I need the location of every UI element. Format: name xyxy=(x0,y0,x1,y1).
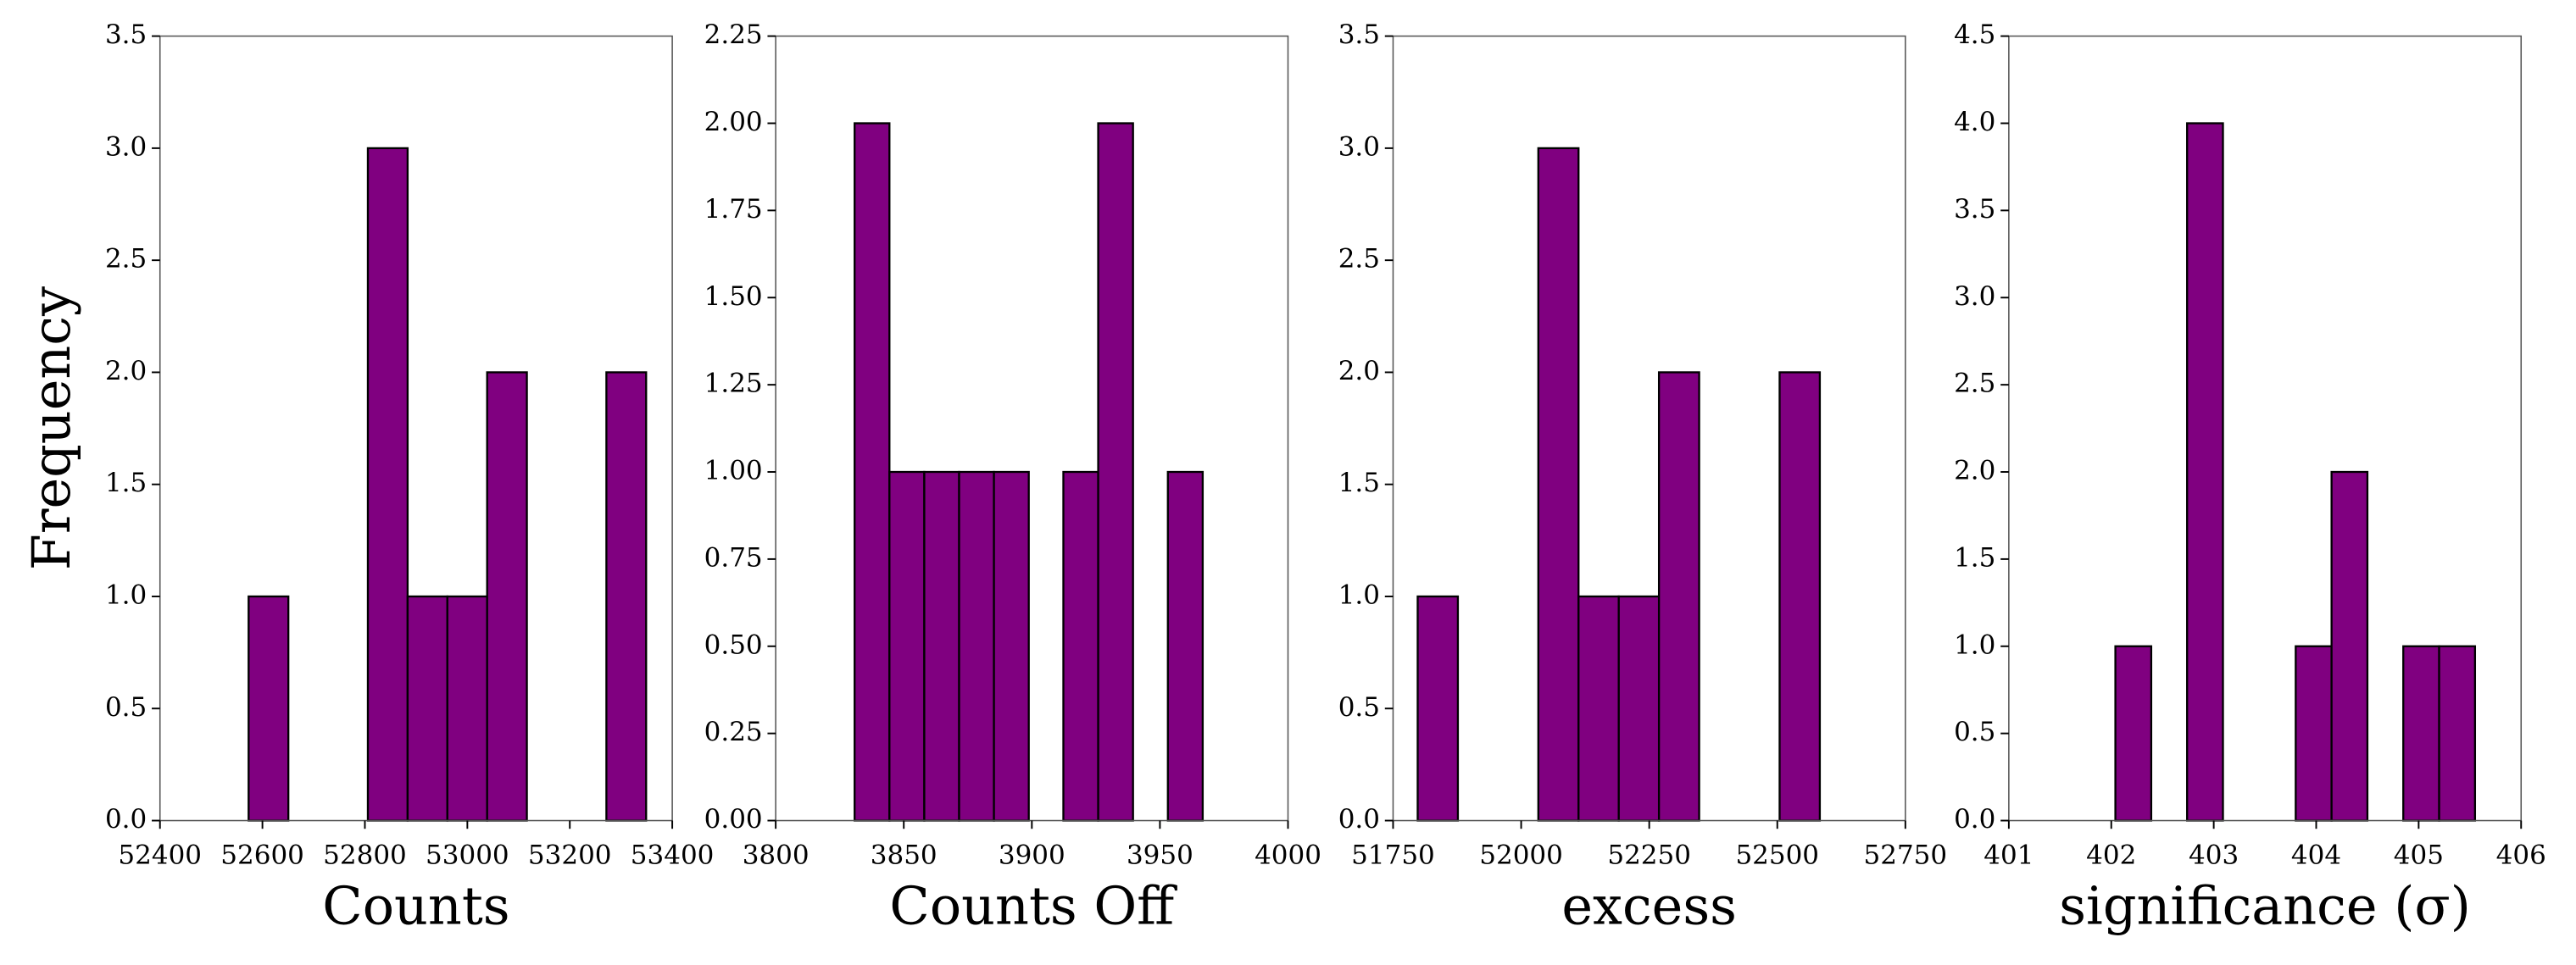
y-tick-label: 0.75 xyxy=(704,542,763,573)
bar xyxy=(1416,595,1460,822)
x-tick-label: 3950 xyxy=(1127,840,1193,871)
y-tick-label: 2.5 xyxy=(1954,369,1995,399)
y-tick-label: 0.50 xyxy=(704,629,763,660)
y-tick-label: 1.50 xyxy=(704,281,763,312)
x-tick-label: 406 xyxy=(2496,840,2546,871)
y-tick-label: 3.0 xyxy=(105,131,147,162)
y-tick-label: 1.5 xyxy=(1954,542,1995,573)
bar xyxy=(888,470,926,822)
y-tick-label: 1.0 xyxy=(105,580,147,610)
x-tick-label: 53200 xyxy=(528,840,612,871)
y-tick-label: 1.00 xyxy=(704,456,763,486)
y-tick-label: 0.0 xyxy=(1338,804,1380,835)
bar xyxy=(446,595,488,822)
y-tick-label: 2.5 xyxy=(105,244,147,275)
y-tick-label: 1.0 xyxy=(1954,629,1995,660)
axes-frame xyxy=(2008,35,2523,822)
y-tick-label: 2.0 xyxy=(1338,356,1380,386)
bar xyxy=(2402,645,2440,822)
y-tick-label: 1.5 xyxy=(105,468,147,498)
y-tick-label: 3.0 xyxy=(1338,131,1380,162)
bar xyxy=(2330,470,2369,822)
bar xyxy=(1778,371,1822,822)
x-tick-label: 3850 xyxy=(871,840,937,871)
bar xyxy=(1657,371,1700,822)
x-axis-label: significance (σ) xyxy=(2059,875,2471,937)
x-tick-label: 52000 xyxy=(1479,840,1563,871)
x-tick-label: 405 xyxy=(2394,840,2444,871)
bar xyxy=(486,371,528,822)
x-tick-label: 52800 xyxy=(323,840,407,871)
y-axis-label: Frequency xyxy=(20,286,82,570)
y-tick-label: 0.0 xyxy=(105,804,147,835)
x-tick-label: 52500 xyxy=(1735,840,1819,871)
y-tick-label: 0.0 xyxy=(1954,804,1995,835)
y-tick-label: 2.25 xyxy=(704,19,763,50)
x-tick-label: 52750 xyxy=(1864,840,1948,871)
bar xyxy=(406,595,448,822)
x-axis-label: Counts xyxy=(322,875,509,937)
y-tick-label: 3.0 xyxy=(1954,281,1995,312)
bar xyxy=(1537,147,1580,822)
x-tick-label: 3800 xyxy=(743,840,810,871)
y-tick-label: 0.25 xyxy=(704,717,763,747)
axes-frame xyxy=(775,35,1289,822)
x-tick-label: 52400 xyxy=(118,840,202,871)
y-tick-label: 1.25 xyxy=(704,369,763,399)
y-tick-label: 2.0 xyxy=(1954,456,1995,486)
bar xyxy=(1577,595,1620,822)
x-tick-label: 51750 xyxy=(1351,840,1435,871)
bar xyxy=(854,122,891,822)
x-tick-label: 52600 xyxy=(220,840,304,871)
y-tick-label: 1.0 xyxy=(1338,580,1380,610)
x-axis-label: Counts Off xyxy=(889,875,1177,937)
bar xyxy=(923,470,960,822)
y-tick-label: 0.5 xyxy=(1954,717,1995,747)
bar xyxy=(2186,122,2224,822)
axes-frame xyxy=(159,35,673,822)
x-tick-label: 402 xyxy=(2086,840,2136,871)
bar xyxy=(1617,595,1661,822)
bar xyxy=(2438,645,2477,822)
y-tick-label: 3.5 xyxy=(1338,19,1380,50)
y-tick-label: 0.5 xyxy=(105,692,147,723)
bar xyxy=(1062,470,1099,822)
x-tick-label: 404 xyxy=(2291,840,2341,871)
x-tick-label: 52250 xyxy=(1607,840,1691,871)
y-tick-label: 0.5 xyxy=(1338,692,1380,723)
bar xyxy=(1097,122,1134,822)
x-tick-label: 53000 xyxy=(426,840,509,871)
y-tick-label: 4.0 xyxy=(1954,107,1995,137)
y-tick-label: 1.75 xyxy=(704,194,763,225)
bar xyxy=(2295,645,2333,822)
bar xyxy=(2114,645,2153,822)
bar xyxy=(958,470,995,822)
x-tick-label: 4000 xyxy=(1255,840,1321,871)
bar xyxy=(366,147,409,822)
x-tick-label: 3900 xyxy=(999,840,1065,871)
y-tick-label: 2.5 xyxy=(1338,244,1380,275)
x-tick-label: 403 xyxy=(2189,840,2239,871)
y-tick-label: 0.00 xyxy=(704,804,763,835)
bar xyxy=(993,470,1030,822)
y-tick-label: 3.5 xyxy=(105,19,147,50)
bar xyxy=(1166,470,1205,822)
y-tick-label: 1.5 xyxy=(1338,468,1380,498)
y-tick-label: 3.5 xyxy=(1954,194,1995,225)
x-axis-label: excess xyxy=(1561,875,1737,937)
y-tick-label: 2.0 xyxy=(105,356,147,386)
x-tick-label: 401 xyxy=(1983,840,2034,871)
y-tick-label: 4.5 xyxy=(1954,19,1995,50)
y-tick-label: 2.00 xyxy=(704,107,763,137)
bar xyxy=(248,595,290,822)
bar xyxy=(605,371,648,822)
x-tick-label: 53400 xyxy=(631,840,715,871)
